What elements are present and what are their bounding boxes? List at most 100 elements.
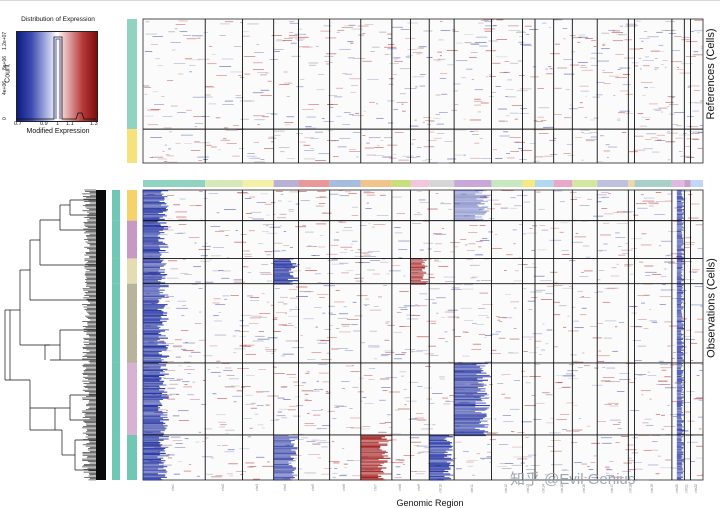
reference-noise-mark bbox=[672, 50, 680, 51]
cnv-event-1 bbox=[677, 276, 681, 277]
observation-noise-mark bbox=[179, 224, 187, 225]
cnv-event-1 bbox=[677, 464, 683, 465]
observation-noise-mark bbox=[637, 208, 647, 209]
cnv-event-0 bbox=[143, 332, 160, 333]
observation-noise-mark bbox=[373, 274, 380, 275]
observation-noise-mark bbox=[339, 263, 348, 264]
observation-noise-mark bbox=[278, 398, 285, 399]
observation-noise-mark bbox=[428, 289, 440, 290]
cnv-event-0 bbox=[143, 270, 159, 271]
cnv-event-6 bbox=[274, 451, 296, 452]
cnv-event-2 bbox=[361, 443, 388, 444]
cnv-event-7 bbox=[411, 261, 424, 262]
observation-noise-mark bbox=[212, 393, 216, 394]
observation-noise-mark bbox=[162, 230, 173, 231]
cnv-event-1 bbox=[677, 389, 683, 390]
reference-noise-mark bbox=[268, 138, 277, 139]
observation-noise-mark bbox=[247, 467, 253, 468]
cnv-event-1 bbox=[677, 292, 683, 293]
observation-noise-mark bbox=[381, 387, 390, 388]
reference-noise-mark bbox=[493, 149, 497, 150]
observation-noise-mark bbox=[280, 226, 282, 227]
observation-noise-mark bbox=[177, 379, 183, 380]
observation-noise-mark bbox=[332, 441, 334, 442]
observation-noise-mark bbox=[551, 464, 563, 465]
reference-noise-mark bbox=[580, 91, 588, 92]
observation-noise-mark bbox=[322, 340, 329, 341]
cnv-event-3 bbox=[429, 459, 452, 460]
reference-noise-mark bbox=[167, 156, 174, 157]
observation-noise-mark bbox=[340, 252, 347, 253]
cnv-event-0 bbox=[143, 203, 166, 204]
observation-noise-mark bbox=[327, 337, 337, 338]
observation-noise-mark bbox=[382, 390, 387, 391]
reference-noise-mark bbox=[170, 42, 181, 43]
observation-noise-mark bbox=[285, 313, 287, 314]
cnv-event-0 bbox=[143, 377, 161, 378]
cnv-event-5 bbox=[274, 267, 296, 268]
observation-noise-mark bbox=[339, 475, 346, 476]
cnv-event-2 bbox=[361, 469, 382, 470]
reference-noise-mark bbox=[282, 40, 291, 41]
observation-noise-mark bbox=[234, 282, 245, 283]
reference-noise-mark bbox=[253, 115, 264, 116]
observation-noise-mark bbox=[652, 441, 658, 442]
observation-noise-mark bbox=[316, 224, 326, 225]
observation-noise-mark bbox=[603, 244, 607, 245]
cnv-event-1 bbox=[677, 300, 681, 301]
cnv-event-0 bbox=[143, 347, 168, 348]
reference-noise-mark bbox=[189, 71, 191, 72]
cnv-event-2 bbox=[361, 472, 384, 473]
reference-noise-mark bbox=[181, 135, 193, 136]
cnv-event-0 bbox=[143, 267, 160, 268]
reference-noise-mark bbox=[437, 124, 444, 125]
observation-noise-mark bbox=[352, 207, 358, 208]
observation-noise-mark bbox=[618, 422, 621, 423]
reference-noise-mark bbox=[447, 64, 454, 65]
reference-noise-mark bbox=[295, 34, 307, 35]
reference-noise-mark bbox=[470, 44, 479, 45]
cnv-event-1 bbox=[677, 370, 684, 371]
observation-noise-mark bbox=[199, 340, 206, 341]
observation-noise-mark bbox=[550, 451, 561, 452]
observation-noise-mark bbox=[684, 242, 695, 243]
reference-noise-mark bbox=[179, 21, 188, 22]
observation-noise-mark bbox=[370, 331, 378, 332]
cnv-event-1 bbox=[677, 212, 684, 213]
reference-group-bar-reference-group-2 bbox=[127, 129, 137, 163]
observation-noise-mark bbox=[293, 382, 299, 383]
observation-noise-mark bbox=[667, 346, 670, 347]
cnv-event-2 bbox=[361, 455, 388, 456]
reference-noise-mark bbox=[447, 50, 458, 51]
cnv-event-1 bbox=[677, 449, 682, 450]
reference-noise-mark bbox=[232, 156, 240, 157]
cnv-event-7 bbox=[411, 280, 421, 281]
reference-noise-mark bbox=[580, 65, 585, 66]
observation-noise-mark bbox=[273, 331, 281, 332]
observation-noise-mark bbox=[519, 257, 522, 258]
reference-noise-mark bbox=[701, 48, 703, 49]
reference-noise-mark bbox=[660, 51, 664, 52]
reference-noise-mark bbox=[509, 137, 520, 138]
reference-noise-mark bbox=[348, 58, 354, 59]
cnv-event-0 bbox=[143, 294, 168, 295]
observation-noise-mark bbox=[196, 442, 199, 443]
chromosome-bar-chr5 bbox=[299, 180, 330, 187]
observation-noise-mark bbox=[504, 374, 511, 375]
reference-noise-mark bbox=[602, 44, 606, 45]
observation-noise-mark bbox=[239, 346, 250, 347]
cnv-event-0 bbox=[143, 344, 158, 345]
observation-noise-mark bbox=[340, 247, 352, 248]
reference-noise-mark bbox=[667, 131, 670, 132]
reference-noise-mark bbox=[145, 116, 154, 117]
reference-noise-mark bbox=[394, 61, 403, 62]
reference-noise-mark bbox=[423, 122, 425, 123]
cnv-event-1 bbox=[677, 190, 682, 191]
reference-noise-mark bbox=[612, 32, 623, 33]
reference-noise-mark bbox=[365, 148, 374, 149]
reference-noise-mark bbox=[549, 27, 551, 28]
observation-noise-mark bbox=[319, 440, 326, 441]
reference-noise-mark bbox=[634, 136, 644, 137]
reference-noise-mark bbox=[672, 97, 674, 98]
observation-noise-mark bbox=[611, 381, 620, 382]
